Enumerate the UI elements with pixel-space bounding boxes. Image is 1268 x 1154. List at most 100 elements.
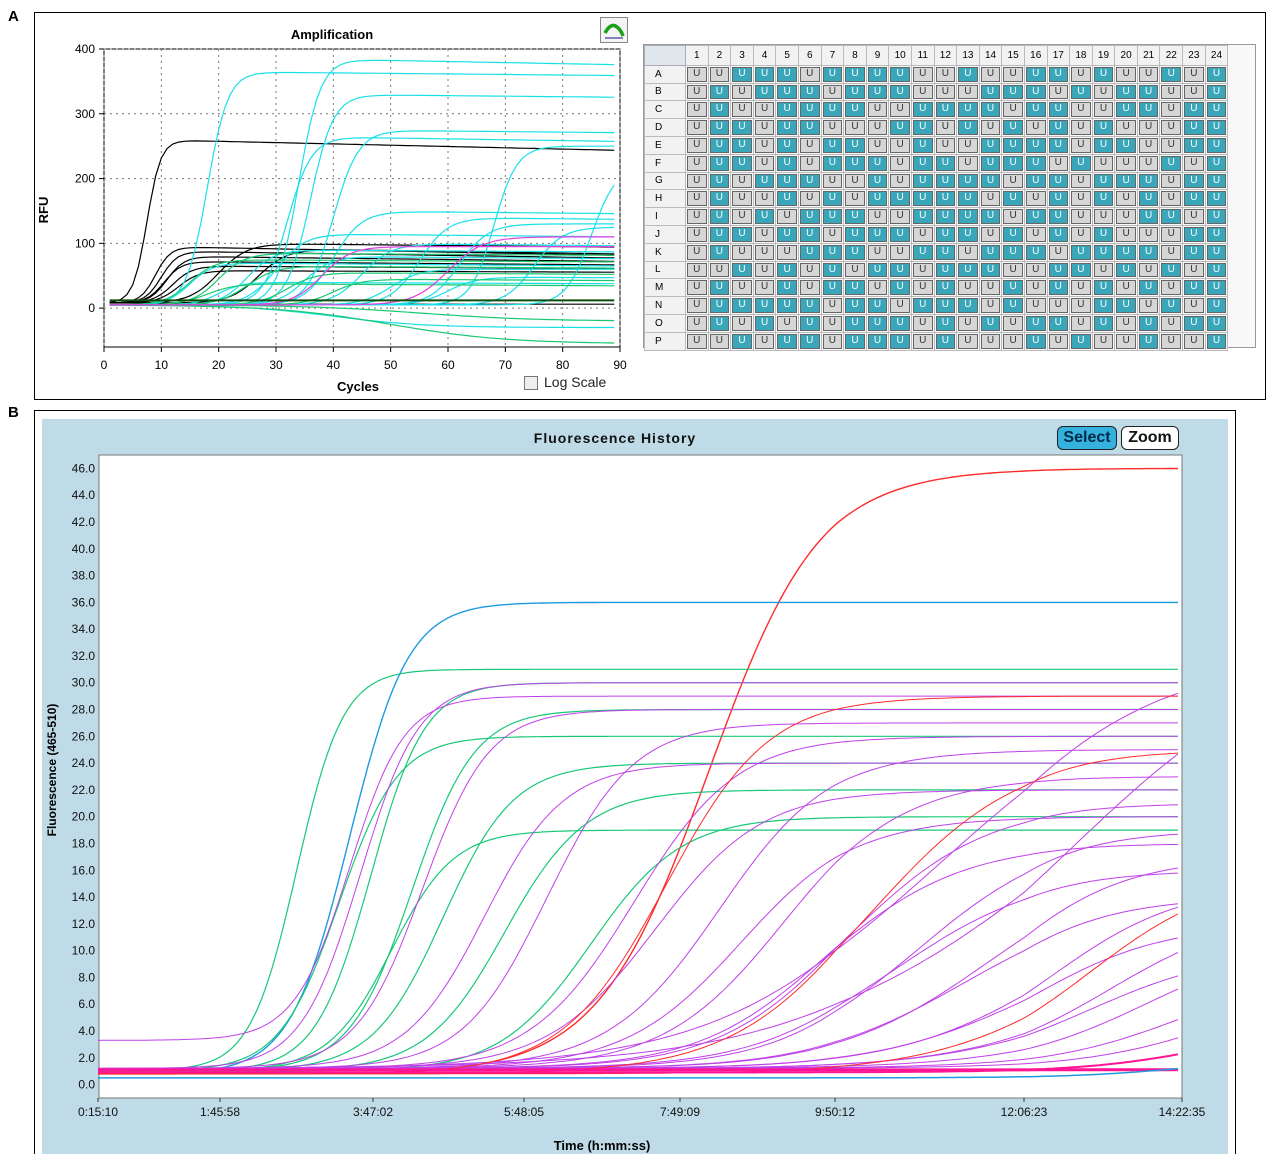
plate-well[interactable]: U [956, 207, 980, 226]
plate-well[interactable]: U [1159, 100, 1184, 120]
plate-well[interactable]: U [865, 278, 890, 298]
plate-well[interactable]: U [1159, 64, 1184, 84]
plate-well[interactable]: U [1001, 153, 1025, 173]
plate-well[interactable]: U [865, 207, 890, 226]
plate-well[interactable]: U [730, 207, 754, 226]
plate-well[interactable]: U [843, 189, 867, 209]
plate-well[interactable]: U [1182, 260, 1206, 280]
plate-column-header[interactable]: 7 [820, 45, 845, 66]
plate-well[interactable]: U [978, 153, 1003, 173]
plate-well[interactable]: U [707, 224, 732, 244]
plate-well[interactable]: U [978, 135, 1003, 155]
plate-well[interactable]: U [865, 189, 890, 209]
plate-well[interactable]: U [1023, 100, 1048, 120]
plate-well[interactable]: U [843, 153, 867, 173]
plate-well[interactable]: U [956, 260, 980, 280]
plate-column-header[interactable]: 19 [1091, 45, 1116, 66]
plate-well[interactable]: U [1023, 82, 1048, 102]
plate-well[interactable]: U [707, 278, 732, 298]
plate-row-header[interactable]: K [644, 242, 686, 262]
plate-well[interactable]: U [1136, 296, 1161, 315]
plate-well[interactable]: U [1159, 171, 1184, 191]
plate-well[interactable]: U [797, 224, 822, 244]
plate-well[interactable]: U [956, 331, 980, 351]
plate-well[interactable]: U [1046, 118, 1071, 137]
plate-well[interactable]: U [730, 313, 754, 333]
plate-well[interactable]: U [978, 260, 1003, 280]
plate-well[interactable]: U [820, 242, 845, 262]
plate-well[interactable]: U [1023, 189, 1048, 209]
plate-well[interactable]: U [1204, 171, 1229, 191]
plate-well[interactable]: U [1136, 82, 1161, 102]
plate-well[interactable]: U [730, 118, 754, 137]
plate-well[interactable]: U [1023, 313, 1048, 333]
plate-well[interactable]: U [1159, 82, 1184, 102]
plate-well[interactable]: U [865, 171, 890, 191]
plate-well[interactable]: U [797, 153, 822, 173]
plate-well[interactable]: U [1069, 296, 1093, 315]
plate-well[interactable]: U [1091, 313, 1116, 333]
plate-well[interactable]: U [707, 153, 732, 173]
plate-well[interactable]: U [1136, 153, 1161, 173]
plate-well[interactable]: U [685, 224, 709, 244]
plate-well[interactable]: U [1204, 242, 1229, 262]
plate-well[interactable]: U [1159, 278, 1184, 298]
plate-well[interactable]: U [685, 135, 709, 155]
plate-well[interactable]: U [685, 189, 709, 209]
plate-well[interactable]: U [1114, 100, 1138, 120]
plate-well[interactable]: U [978, 278, 1003, 298]
plate-well[interactable]: U [1204, 118, 1229, 137]
plate-well[interactable]: U [843, 278, 867, 298]
plate-well[interactable]: U [843, 331, 867, 351]
plate-well[interactable]: U [1069, 242, 1093, 262]
plate-well[interactable]: U [820, 118, 845, 137]
plate-well[interactable]: U [752, 242, 777, 262]
plate-well[interactable]: U [1069, 153, 1093, 173]
plate-well[interactable]: U [752, 331, 777, 351]
plate-well[interactable]: U [820, 64, 845, 84]
plate-well[interactable]: U [1069, 118, 1093, 137]
plate-well[interactable]: U [775, 153, 799, 173]
plate-column-header[interactable]: 22 [1159, 45, 1184, 66]
plate-well[interactable]: U [933, 331, 958, 351]
plate-well[interactable]: U [1182, 82, 1206, 102]
plate-well[interactable]: U [1023, 153, 1048, 173]
plate-well[interactable]: U [1091, 207, 1116, 226]
plate-well[interactable]: U [1001, 135, 1025, 155]
plate-well[interactable]: U [888, 153, 912, 173]
plate-row-header[interactable]: A [644, 64, 686, 84]
plate-well[interactable]: U [707, 135, 732, 155]
plate-well[interactable]: U [1001, 260, 1025, 280]
plate-well[interactable]: U [865, 224, 890, 244]
plate-well[interactable]: U [978, 207, 1003, 226]
zoom-button[interactable]: Zoom [1121, 426, 1179, 450]
plate-well[interactable]: U [730, 135, 754, 155]
plate-well[interactable]: U [910, 153, 935, 173]
plate-well[interactable]: U [1136, 171, 1161, 191]
plate-well[interactable]: U [1204, 64, 1229, 84]
plate-well[interactable]: U [1204, 82, 1229, 102]
plate-well[interactable]: U [978, 313, 1003, 333]
plate-well[interactable]: U [1069, 224, 1093, 244]
plate-well[interactable]: U [820, 189, 845, 209]
plate-well[interactable]: U [910, 100, 935, 120]
plate-well[interactable]: U [1046, 224, 1071, 244]
plate-well[interactable]: U [1069, 64, 1093, 84]
plate-well[interactable]: U [1069, 189, 1093, 209]
plate-well[interactable]: U [865, 118, 890, 137]
plate-well[interactable]: U [1001, 313, 1025, 333]
plate-well[interactable]: U [888, 82, 912, 102]
plate-well[interactable]: U [1114, 64, 1138, 84]
plate-well[interactable]: U [1069, 135, 1093, 155]
plate-column-header[interactable]: 24 [1204, 45, 1229, 66]
plate-row-header[interactable]: C [644, 100, 686, 120]
plate-well[interactable]: U [1182, 224, 1206, 244]
plate-well[interactable]: U [910, 242, 935, 262]
plate-well[interactable]: U [1023, 207, 1048, 226]
plate-well[interactable]: U [1023, 135, 1048, 155]
plate-column-header[interactable]: 1 [685, 45, 709, 66]
plate-well[interactable]: U [933, 82, 958, 102]
plate-well[interactable]: U [843, 260, 867, 280]
plate-well[interactable]: U [1001, 82, 1025, 102]
plate-well[interactable]: U [1001, 331, 1025, 351]
